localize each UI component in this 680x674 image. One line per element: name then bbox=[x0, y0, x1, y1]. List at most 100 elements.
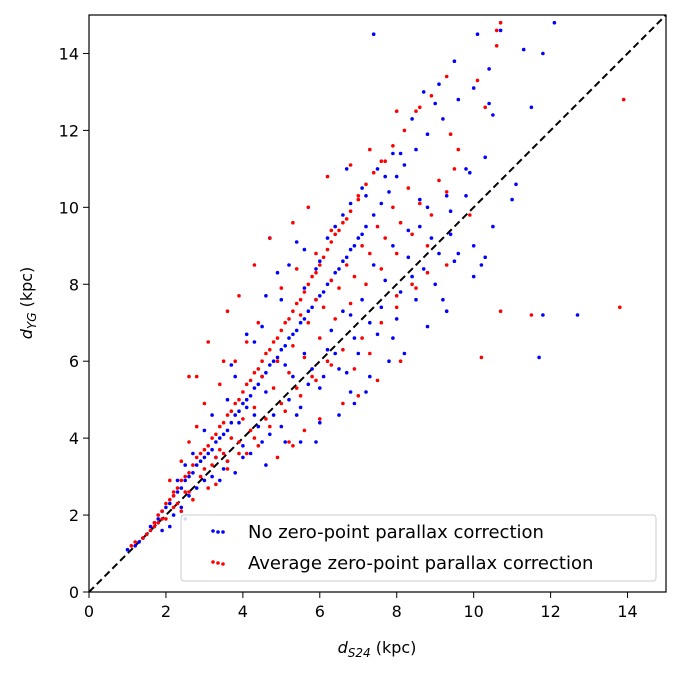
data-point-average-correction bbox=[352, 274, 357, 279]
data-point-no-correction bbox=[291, 332, 295, 337]
data-point-average-correction bbox=[329, 228, 334, 233]
data-point-average-correction bbox=[225, 413, 230, 417]
data-point-no-correction bbox=[194, 486, 199, 490]
data-point-average-correction bbox=[333, 232, 338, 237]
data-point-average-correction bbox=[394, 305, 399, 310]
data-point-no-correction bbox=[364, 194, 368, 198]
data-point-average-correction bbox=[302, 290, 307, 294]
data-point-average-correction bbox=[371, 170, 376, 175]
data-point-average-correction bbox=[410, 282, 414, 287]
data-point-no-correction bbox=[552, 20, 557, 25]
data-point-average-correction bbox=[148, 528, 153, 533]
data-point-no-correction bbox=[225, 397, 230, 402]
data-point-no-correction bbox=[175, 490, 180, 494]
data-point-average-correction bbox=[314, 297, 318, 302]
data-point-no-correction bbox=[468, 170, 472, 175]
data-point-average-correction bbox=[291, 220, 295, 225]
data-point-average-correction bbox=[475, 78, 480, 83]
data-point-average-correction bbox=[418, 201, 422, 206]
data-point-no-correction bbox=[483, 255, 488, 260]
data-point-no-correction bbox=[360, 232, 364, 237]
data-point-no-correction bbox=[479, 263, 484, 267]
data-point-average-correction bbox=[252, 263, 257, 267]
data-point-no-correction bbox=[375, 167, 380, 171]
data-point-average-correction bbox=[152, 524, 157, 529]
data-point-average-correction bbox=[256, 320, 261, 325]
data-point-no-correction bbox=[179, 486, 184, 490]
data-point-no-correction bbox=[433, 282, 438, 287]
data-point-no-correction bbox=[425, 324, 430, 329]
data-point-no-correction bbox=[179, 505, 184, 510]
data-point-average-correction bbox=[164, 517, 168, 521]
data-point-average-correction bbox=[425, 270, 430, 275]
data-point-no-correction bbox=[221, 467, 226, 471]
data-point-average-correction bbox=[191, 497, 195, 502]
data-point-no-correction bbox=[348, 390, 353, 394]
data-point-average-correction bbox=[352, 367, 357, 371]
data-point-no-correction bbox=[268, 432, 272, 437]
data-point-average-correction bbox=[360, 244, 364, 248]
data-point-average-correction bbox=[294, 267, 299, 271]
data-point-average-correction bbox=[394, 109, 399, 113]
data-point-average-correction bbox=[287, 317, 291, 321]
data-point-average-correction bbox=[302, 428, 307, 433]
data-point-no-correction bbox=[360, 297, 364, 302]
legend-marker-average-correction bbox=[211, 560, 215, 564]
data-point-average-correction bbox=[237, 294, 241, 298]
data-point-average-correction bbox=[202, 447, 207, 452]
y-tick-label: 0 bbox=[69, 583, 79, 602]
data-point-no-correction bbox=[248, 451, 253, 456]
data-point-average-correction bbox=[314, 251, 318, 256]
data-point-average-correction bbox=[310, 374, 314, 379]
data-point-no-correction bbox=[252, 413, 257, 417]
data-point-average-correction bbox=[498, 309, 503, 314]
data-point-average-correction bbox=[383, 159, 388, 163]
data-point-no-correction bbox=[271, 413, 276, 417]
data-point-no-correction bbox=[406, 228, 411, 233]
data-point-average-correction bbox=[194, 374, 199, 379]
data-point-no-correction bbox=[537, 355, 541, 360]
data-point-average-correction bbox=[394, 294, 399, 298]
data-point-no-correction bbox=[241, 401, 245, 406]
data-point-no-correction bbox=[275, 270, 280, 275]
data-point-no-correction bbox=[283, 363, 288, 367]
data-point-no-correction bbox=[210, 413, 214, 417]
data-point-average-correction bbox=[333, 317, 338, 321]
data-point-no-correction bbox=[314, 440, 318, 444]
data-point-average-correction bbox=[264, 351, 268, 356]
data-point-no-correction bbox=[391, 244, 395, 248]
data-point-average-correction bbox=[298, 394, 303, 398]
data-point-average-correction bbox=[248, 428, 253, 433]
data-point-no-correction bbox=[487, 67, 491, 71]
data-point-no-correction bbox=[294, 240, 299, 244]
data-point-average-correction bbox=[210, 463, 214, 467]
data-point-no-correction bbox=[344, 370, 349, 375]
y-tick-label: 8 bbox=[69, 275, 79, 294]
data-point-average-correction bbox=[221, 451, 226, 456]
x-tick-label: 12 bbox=[540, 602, 560, 621]
data-point-average-correction bbox=[144, 532, 149, 537]
data-point-average-correction bbox=[156, 521, 160, 525]
data-point-no-correction bbox=[221, 432, 226, 437]
data-point-no-correction bbox=[168, 501, 172, 506]
data-point-average-correction bbox=[248, 378, 253, 383]
data-point-average-correction bbox=[202, 467, 207, 471]
data-point-average-correction bbox=[237, 451, 241, 456]
data-point-average-correction bbox=[264, 417, 268, 421]
data-point-no-correction bbox=[529, 105, 534, 110]
data-point-average-correction bbox=[198, 474, 203, 479]
points-layer bbox=[125, 20, 626, 552]
data-point-average-correction bbox=[252, 370, 257, 375]
data-point-no-correction bbox=[329, 328, 334, 333]
legend-marker-average-correction bbox=[221, 562, 225, 566]
data-point-no-correction bbox=[344, 167, 349, 171]
data-point-average-correction bbox=[279, 328, 284, 333]
data-point-average-correction bbox=[368, 251, 372, 256]
data-point-no-correction bbox=[156, 517, 160, 521]
data-point-average-correction bbox=[183, 474, 187, 479]
data-point-average-correction bbox=[318, 417, 322, 421]
data-point-no-correction bbox=[252, 340, 257, 344]
data-point-no-correction bbox=[498, 28, 503, 33]
data-point-average-correction bbox=[175, 486, 180, 490]
